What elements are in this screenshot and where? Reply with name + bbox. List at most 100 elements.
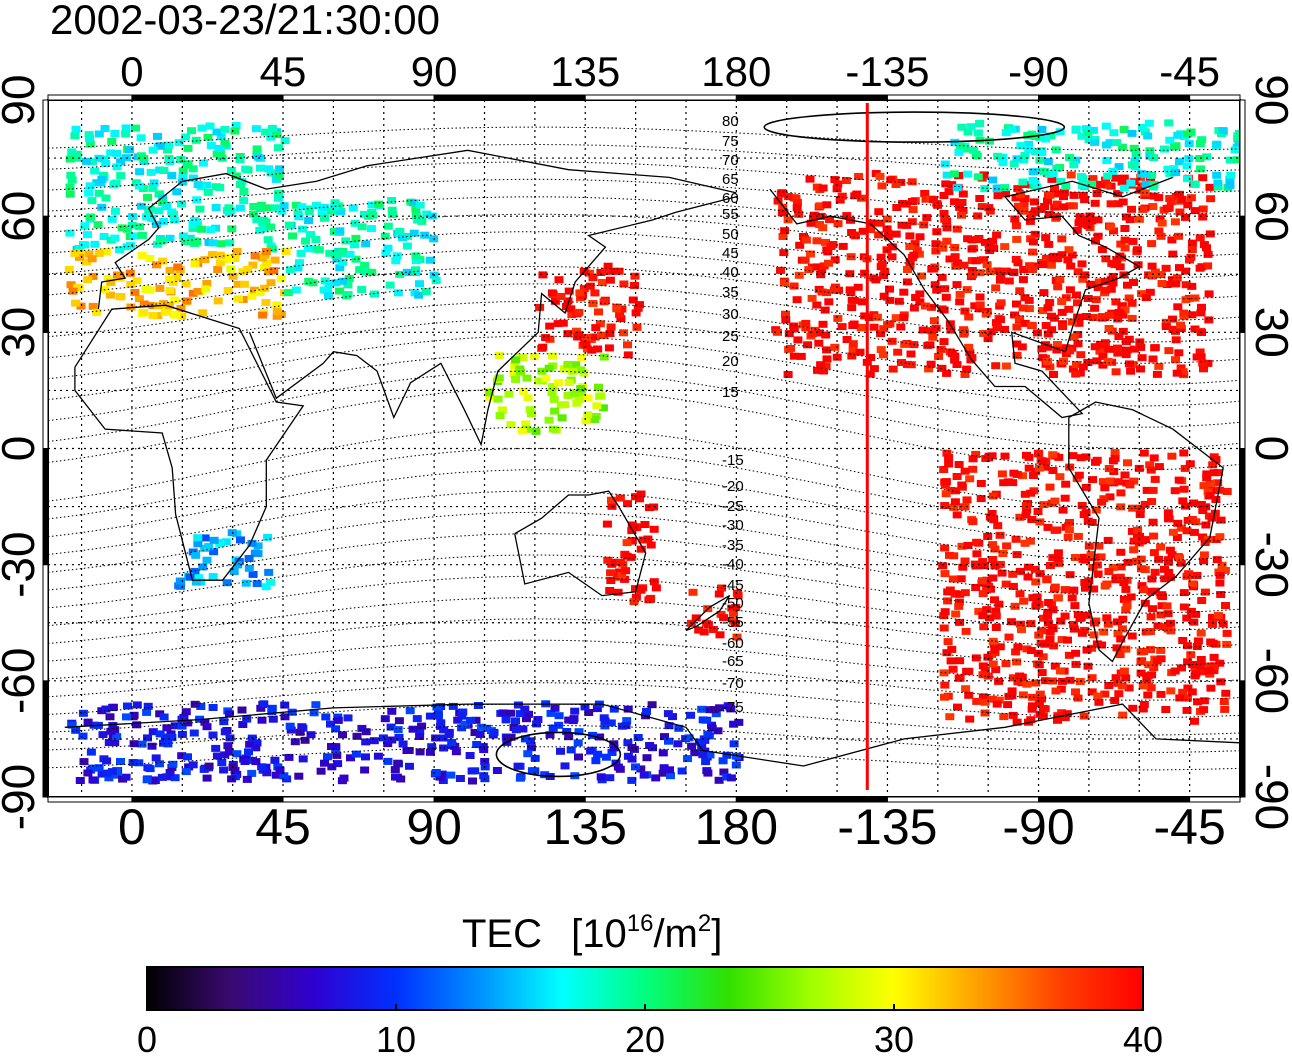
tec-cell: [1171, 142, 1181, 150]
tec-cell: [1165, 573, 1175, 581]
tec-cell: [603, 556, 613, 564]
tec-cell: [992, 267, 1002, 275]
tec-cell: [415, 733, 425, 740]
tec-cell: [849, 231, 859, 239]
tec-cell: [1061, 480, 1071, 488]
tec-cell: [85, 140, 95, 148]
contour-line: [48, 469, 1240, 544]
tec-cell: [955, 290, 965, 298]
tec-cell: [298, 755, 308, 763]
tec-cell: [1111, 174, 1121, 182]
tec-cell: [412, 715, 422, 723]
tec-cell: [295, 728, 305, 736]
tec-cell: [947, 645, 957, 653]
lon-tick-label-bottom: -135: [837, 799, 937, 855]
tec-cell: [270, 204, 280, 212]
tec-cell: [159, 167, 169, 174]
tec-cell: [214, 144, 224, 152]
tec-cell: [396, 775, 406, 783]
tec-cell: [1146, 646, 1156, 654]
tec-cell: [1120, 306, 1130, 314]
tec-cell: [939, 669, 949, 677]
contour-label: 50: [722, 226, 739, 243]
tec-cell: [85, 182, 95, 190]
tec-cell: [94, 249, 104, 257]
tec-cell: [511, 356, 521, 364]
tec-cell: [1120, 244, 1130, 252]
tec-cell: [940, 285, 950, 293]
tec-cell: [1072, 291, 1081, 299]
tec-cell: [849, 320, 859, 328]
tec-cell: [1102, 614, 1112, 622]
tec-cell: [1205, 492, 1215, 499]
tec-cell: [438, 734, 448, 742]
tec-cell: [928, 196, 938, 204]
tec-cell: [814, 339, 824, 347]
tec-cell: [285, 722, 295, 730]
tec-cell: [824, 259, 833, 267]
tec-cell: [988, 574, 998, 582]
tec-cell: [1035, 464, 1044, 472]
tec-cell: [504, 390, 514, 398]
tec-cell: [1103, 620, 1113, 628]
tec-cell: [387, 206, 397, 214]
tec-cell: [239, 188, 249, 195]
tec-cell: [224, 204, 234, 212]
tec-cell: [574, 331, 584, 339]
tec-cell: [128, 759, 138, 766]
tec-cell: [998, 267, 1008, 275]
tec-cell: [306, 231, 315, 239]
tec-cell: [958, 563, 968, 571]
tec-cell: [1069, 333, 1079, 341]
tec-cell: [280, 137, 290, 145]
tec-cell: [98, 731, 108, 739]
tec-cell: [229, 568, 239, 576]
contour-line: [48, 265, 1240, 322]
tec-cell: [1133, 261, 1143, 269]
tec-cell: [592, 402, 602, 410]
tec-cell: [956, 575, 966, 583]
tec-cell: [405, 707, 415, 715]
tec-cell: [274, 172, 284, 180]
tec-cell: [815, 202, 825, 210]
tec-cell: [517, 427, 527, 435]
tec-cell: [420, 231, 430, 239]
tec-cell: [255, 289, 265, 296]
tec-cell: [1206, 684, 1216, 692]
tec-cell: [1164, 347, 1174, 355]
tec-cell: [280, 713, 290, 721]
tec-cell: [544, 364, 554, 372]
tec-cell: [1101, 255, 1111, 263]
tec-cell: [941, 478, 951, 486]
tec-cell: [169, 216, 179, 224]
tec-cell: [402, 268, 412, 276]
tec-cell: [1127, 129, 1137, 137]
tec-cell: [1082, 313, 1091, 320]
tec-cell: [1100, 582, 1110, 590]
tec-cell: [673, 740, 683, 748]
tec-cell: [87, 197, 97, 205]
tec-cell: [599, 353, 609, 361]
tec-cell: [268, 245, 278, 253]
tec-cell: [988, 176, 998, 184]
tec-cell: [1081, 483, 1091, 491]
tec-cell: [324, 280, 334, 288]
tec-cell: [1008, 582, 1018, 590]
tec-cell: [212, 128, 222, 136]
tec-cell: [439, 726, 449, 734]
tec-cell: [190, 567, 200, 575]
tec-cell: [605, 330, 615, 338]
tec-cell: [193, 540, 203, 548]
tec-cell: [1040, 168, 1049, 176]
tec-cell: [67, 176, 77, 184]
tec-cell: [1123, 459, 1132, 467]
tec-cell: [338, 731, 347, 739]
tec-cell: [468, 777, 477, 785]
tec-cell: [224, 748, 234, 756]
contour-line: [48, 143, 1240, 173]
colorbar-tick-label: 30: [874, 1019, 914, 1057]
tec-cell: [899, 288, 909, 296]
tec-cell: [1028, 168, 1038, 176]
tec-cell: [1180, 464, 1190, 472]
tec-cell: [623, 341, 632, 349]
